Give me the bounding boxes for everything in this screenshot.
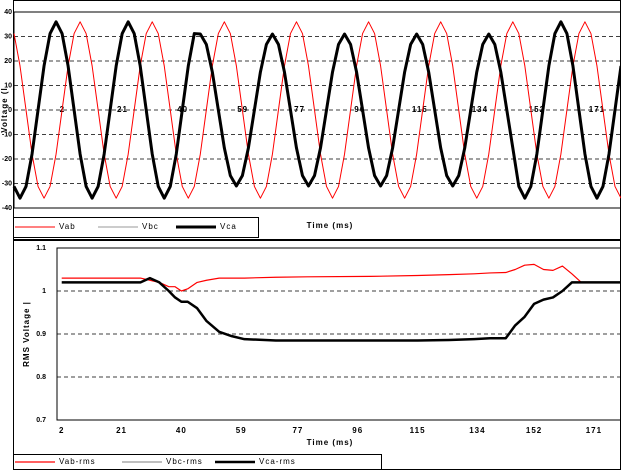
x-tick-label: 152 [529,105,545,114]
x-tick-label: 59 [236,426,247,435]
x-axis-title: Time (ms) [307,221,354,230]
x-tick-label: 134 [469,426,485,435]
y-tick-label: 0.8 [36,374,46,381]
legend-label: Vca [220,222,237,231]
legend-label: Vbc-rms [166,457,203,466]
x-tick-label: 77 [292,426,303,435]
y-tick-label: -30 [2,180,12,187]
x-tick-label: 96 [354,105,365,114]
y-tick-label: 40 [4,9,12,16]
x-tick-label: 134 [472,105,488,114]
x-tick-label: 171 [586,426,602,435]
x-tick-label: 40 [176,426,187,435]
y-axis-title: Voltage (l [0,87,9,132]
x-tick-label: 152 [526,426,542,435]
legend-label: Vbc [142,222,159,231]
y-tick-label: 1.1 [36,245,46,252]
x-axis-title: Time (ms) [307,438,354,447]
legend-label: Vab [59,222,76,231]
series-line [61,263,621,292]
x-tick-label: 171 [589,105,605,114]
series-line [61,276,621,342]
series-line [13,21,621,199]
x-tick-label: 77 [294,105,305,114]
bottom-frame [13,240,621,470]
legend-label: Vca-rms [259,457,296,466]
x-tick-label: 115 [412,105,428,114]
y-tick-label: 0.9 [36,331,46,338]
y-tick-label: 0 [8,107,12,114]
y-tick-label: -10 [2,131,12,138]
x-tick-label: 96 [352,426,363,435]
x-tick-label: 115 [410,426,426,435]
y-tick-label: 1 [42,288,46,295]
y-tick-label: -20 [2,156,12,163]
y-tick-label: -40 [2,205,12,212]
series-line [12,20,621,200]
y-tick-label: 10 [4,82,12,89]
y-axis-title: RMS Voltage | [22,301,31,367]
y-tick-label: 0.7 [36,417,46,424]
legend-label: Vab-rms [59,457,96,466]
x-tick-label: 2 [59,426,64,435]
y-tick-label: 20 [4,58,12,65]
x-tick-label: 21 [116,426,127,435]
x-tick-label: 21 [117,105,128,114]
y-tick-label: 30 [4,33,12,40]
